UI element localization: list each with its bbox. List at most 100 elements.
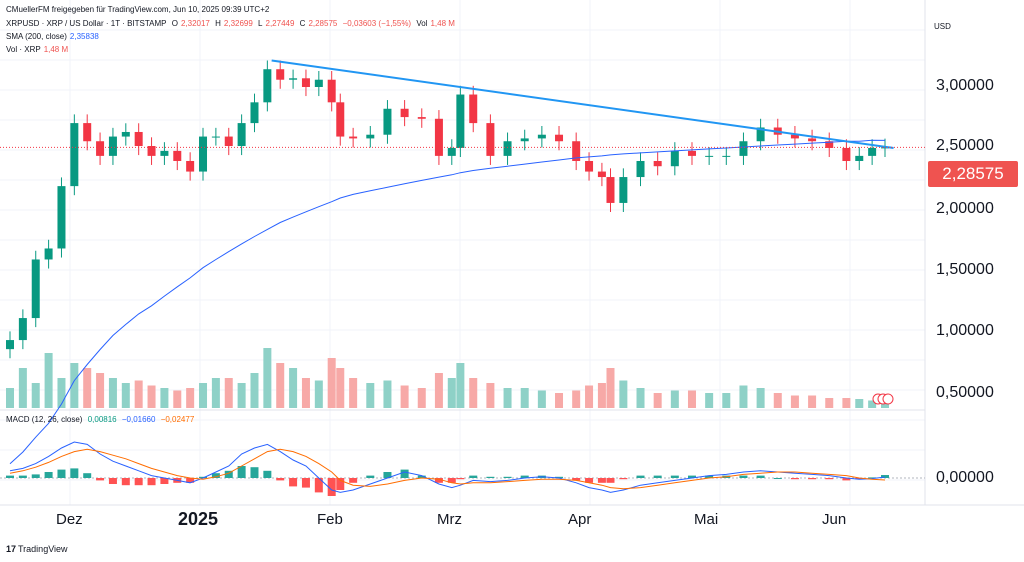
- volume-bar: [186, 388, 195, 408]
- volume-bar: [237, 383, 246, 408]
- volume-bar: [327, 358, 336, 408]
- sma-label: SMA (200, close): [6, 32, 67, 41]
- macd-histogram-bar: [653, 475, 662, 478]
- candle-body: [555, 134, 564, 142]
- macd-histogram-bar: [572, 478, 581, 481]
- candle-body: [687, 150, 696, 156]
- macd-histogram-bar: [57, 469, 66, 478]
- volume-bar: [417, 388, 426, 408]
- volume-bar: [469, 378, 478, 408]
- volume-bar: [855, 399, 864, 408]
- macd-histogram-bar: [619, 478, 628, 480]
- macd-histogram-bar: [237, 466, 246, 478]
- macd-histogram-bar: [825, 478, 834, 480]
- macd-histogram-bar: [327, 478, 336, 496]
- candle-body: [606, 177, 615, 203]
- volume-bar: [134, 380, 143, 408]
- macd-histogram-bar: [96, 478, 105, 481]
- tradingview-logo-icon: 17: [6, 544, 17, 554]
- high-label: H: [215, 19, 221, 28]
- candle-body: [134, 131, 143, 147]
- macd-histogram-bar: [400, 469, 409, 478]
- candle-body: [6, 340, 14, 350]
- candle-body: [619, 177, 628, 203]
- macd-histogram-bar: [670, 475, 679, 478]
- candle-body: [653, 160, 662, 167]
- candle-body: [44, 248, 53, 260]
- volume-bar: [842, 398, 851, 408]
- candle-body: [211, 136, 220, 138]
- macd-histogram-bar: [186, 478, 195, 483]
- close-value: 2,28575: [308, 19, 338, 28]
- volume-bar: [555, 393, 564, 408]
- macd-histogram-bar: [134, 478, 143, 486]
- volume-bar: [83, 368, 92, 408]
- volume-bar: [597, 383, 606, 408]
- volume-bar: [44, 353, 53, 408]
- candle-body: [276, 69, 285, 80]
- candle-body: [756, 127, 765, 142]
- macd-histogram-bar: [6, 475, 14, 478]
- macd-histogram-bar: [606, 478, 615, 483]
- volume-label: Vol · XRP: [6, 45, 41, 54]
- candle-body: [366, 134, 375, 139]
- macd-histogram-bar: [383, 472, 392, 478]
- candle-body: [825, 141, 834, 148]
- volume-bar: [503, 388, 512, 408]
- volume-bar: [96, 373, 105, 408]
- macd-histogram-bar: [808, 478, 817, 480]
- volume-bar: [756, 388, 765, 408]
- volume-bar: [147, 385, 156, 408]
- tradingview-brand[interactable]: 17 TradingView: [6, 544, 68, 554]
- resistance-trendline: [271, 59, 894, 149]
- volume-bar: [383, 380, 392, 408]
- candle-body: [173, 150, 182, 161]
- candle-body: [31, 259, 40, 319]
- candle-body: [250, 102, 259, 124]
- low-value: 2,27449: [265, 19, 295, 28]
- sma-value: 2,35838: [69, 32, 99, 41]
- volume-bar: [653, 393, 662, 408]
- volume-bar: [276, 363, 285, 408]
- macd-histogram-bar: [790, 478, 799, 480]
- candle-body: [83, 123, 92, 142]
- month-tick-dez: Dez: [56, 511, 83, 528]
- macd-hist-value: −0,02477: [160, 415, 195, 424]
- author-line: CMuellerFM freigegeben für TradingView.c…: [6, 5, 272, 14]
- sma-legend[interactable]: SMA (200, close) 2,35838: [6, 32, 102, 41]
- macd-signal-value: −0,01660: [121, 415, 156, 424]
- volume-bar: [173, 390, 182, 408]
- event-marker-icon: [882, 393, 894, 405]
- candle-body: [670, 150, 679, 167]
- volume-bar: [301, 378, 310, 408]
- macd-histogram-bar: [597, 478, 606, 483]
- volume-bar: [636, 388, 645, 408]
- macd-histogram-bar: [585, 478, 594, 483]
- currency-label: USD: [934, 22, 951, 31]
- volume-bar: [537, 390, 546, 408]
- sma-200-line: [9, 139, 886, 465]
- candle-body: [121, 131, 130, 137]
- volume-bar: [18, 368, 27, 408]
- open-label: O: [171, 19, 178, 28]
- symbol-legend[interactable]: XRPUSD · XRP / US Dollar · 1T · BITSTAMP…: [6, 19, 458, 28]
- volume-bar: [121, 383, 130, 408]
- macd-label: MACD (12, 26, close): [6, 415, 83, 424]
- volume-bar: [224, 378, 233, 408]
- candle-body: [868, 147, 877, 156]
- low-label: L: [258, 19, 263, 28]
- macd-histogram-bar: [336, 478, 345, 490]
- candle-body: [96, 141, 105, 156]
- volume-legend[interactable]: Vol · XRP 1,48 M: [6, 45, 71, 54]
- candle-body: [327, 79, 336, 103]
- month-tick-mrz: Mrz: [437, 511, 462, 528]
- author-text: CMuellerFM freigegeben für TradingView.c…: [6, 5, 270, 14]
- candle-body: [572, 141, 581, 161]
- volume-bar: [336, 368, 345, 408]
- macd-legend[interactable]: MACD (12, 26, close) 0,00816 −0,01660 −0…: [6, 415, 197, 424]
- volume-bar: [57, 378, 66, 408]
- candle-body: [417, 117, 426, 119]
- month-tick-jun: Jun: [822, 511, 847, 528]
- candle-body: [447, 147, 456, 156]
